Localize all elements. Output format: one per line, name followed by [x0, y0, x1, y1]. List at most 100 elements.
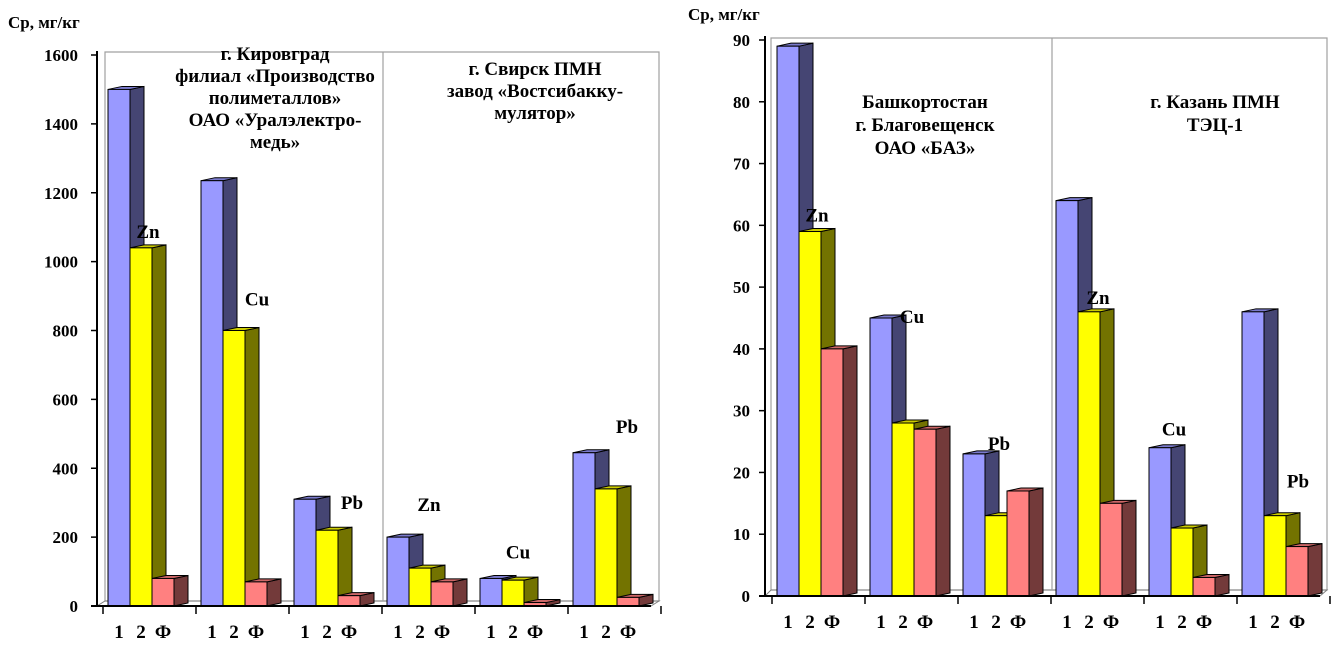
bar-front: [913, 428, 937, 597]
bar-side: [1307, 542, 1323, 597]
bar-front: [616, 596, 640, 607]
element-label-pb: Pb: [341, 493, 363, 514]
x-tick-label: 1: [876, 612, 886, 633]
bar-front: [962, 453, 986, 597]
x-tick-label: 2: [805, 612, 815, 633]
x-tick-label: 2: [136, 622, 146, 643]
site-label-line: г. Кировград: [221, 44, 330, 65]
bar-side: [266, 578, 282, 607]
y-tick-label: 30: [733, 402, 750, 421]
element-label-cu: Cu: [900, 307, 925, 328]
bar-front: [1099, 502, 1123, 597]
x-tick-label: 1: [114, 622, 124, 643]
x-tick-label: Ф: [824, 612, 840, 633]
element-label-zn: Zn: [417, 495, 441, 516]
bar-side: [151, 244, 167, 607]
x-tick-label: 2: [322, 622, 332, 643]
site-label-line: филиал «Производство: [175, 66, 375, 87]
y-tick-label: 60: [733, 216, 750, 235]
x-tick-label: Ф: [1289, 612, 1305, 633]
bar-front: [1170, 527, 1194, 597]
x-tick-label: 2: [229, 622, 239, 643]
x-tick-label: Ф: [248, 622, 264, 643]
y-tick-label: 1600: [44, 46, 78, 65]
site-label-line: полиметаллов»: [209, 88, 342, 109]
bar-front: [776, 45, 800, 597]
x-tick-label: 1: [579, 622, 589, 643]
x-tick-label: Ф: [155, 622, 171, 643]
x-tick-label: 2: [601, 622, 611, 643]
x-tick-label: Ф: [1196, 612, 1212, 633]
bar-side: [1121, 499, 1137, 597]
y-tick-label: 80: [733, 93, 750, 112]
bar-front: [293, 498, 317, 607]
x-tick-label: 1: [486, 622, 496, 643]
bar-pb-Ф: [1006, 487, 1044, 597]
site-label-line: ТЭЦ-1: [1187, 115, 1243, 136]
element-label-pb: Pb: [1287, 472, 1309, 493]
x-tick-label: 2: [898, 612, 908, 633]
bar-front: [820, 348, 844, 597]
element-label-pb: Pb: [616, 417, 638, 438]
bar-pb-Ф: [1285, 542, 1323, 597]
y-axis-label: Ср, мг/кг: [688, 5, 760, 24]
y-tick-label: 40: [733, 340, 750, 359]
site-label-line: мулятор»: [494, 103, 576, 124]
bar-side: [1028, 487, 1044, 597]
bar-zn-Ф: [820, 345, 858, 597]
bar-front: [501, 579, 525, 607]
bar-zn-Ф: [151, 574, 189, 607]
bar-front: [1148, 447, 1172, 597]
bar-front: [386, 536, 410, 607]
bar-zn-2: [129, 244, 167, 607]
bar-front: [337, 595, 361, 607]
y-tick-label: 20: [733, 463, 750, 482]
bar-front: [151, 577, 175, 607]
x-tick-label: 1: [1062, 612, 1072, 633]
bar-cu-Ф: [1192, 573, 1230, 597]
y-tick-label: 600: [53, 390, 79, 409]
bar-side: [1214, 573, 1230, 597]
x-tick-label: Ф: [1010, 612, 1026, 633]
y-tick-label: 90: [733, 31, 750, 50]
x-tick-label: Ф: [434, 622, 450, 643]
bar-front: [107, 88, 131, 607]
x-tick-label: 2: [991, 612, 1001, 633]
bar-front: [1192, 576, 1216, 597]
element-label-zn: Zn: [805, 206, 829, 227]
bar-front: [798, 231, 822, 597]
y-tick-label: 800: [53, 322, 79, 341]
y-tick-label: 10: [733, 525, 750, 544]
element-label-cu: Cu: [245, 290, 270, 311]
element-label-cu: Cu: [506, 542, 531, 563]
site-label-line: ОАО «Уралэлектро-: [189, 110, 362, 131]
bar-front: [430, 581, 454, 607]
bar-cu-Ф: [244, 578, 282, 607]
bar-zn-Ф: [1099, 499, 1137, 597]
x-tick-label: 1: [207, 622, 217, 643]
x-tick-label: 2: [1270, 612, 1280, 633]
bar-pb-2: [315, 526, 353, 607]
bar-front: [129, 247, 153, 607]
y-tick-label: 70: [733, 155, 750, 174]
x-tick-label: Ф: [1103, 612, 1119, 633]
y-tick-label: 400: [53, 459, 79, 478]
x-tick-label: 1: [1248, 612, 1258, 633]
bar-side: [616, 485, 632, 607]
y-tick-label: 1400: [44, 115, 78, 134]
bar-cu-2: [501, 576, 539, 607]
bar-front: [408, 567, 432, 607]
bar-front: [891, 422, 915, 597]
x-tick-label: 1: [300, 622, 310, 643]
bar-front: [315, 529, 339, 607]
element-label-cu: Cu: [1162, 420, 1187, 441]
bar-front: [1006, 490, 1030, 597]
bar-front: [1241, 311, 1265, 597]
y-axis-label: Ср, мг/кг: [8, 13, 80, 32]
y-tick-label: 0: [70, 597, 79, 616]
site-label-line: г. Казань ПМН: [1150, 92, 1280, 113]
element-label-zn: Zn: [1086, 288, 1110, 309]
bar-front: [222, 330, 246, 607]
